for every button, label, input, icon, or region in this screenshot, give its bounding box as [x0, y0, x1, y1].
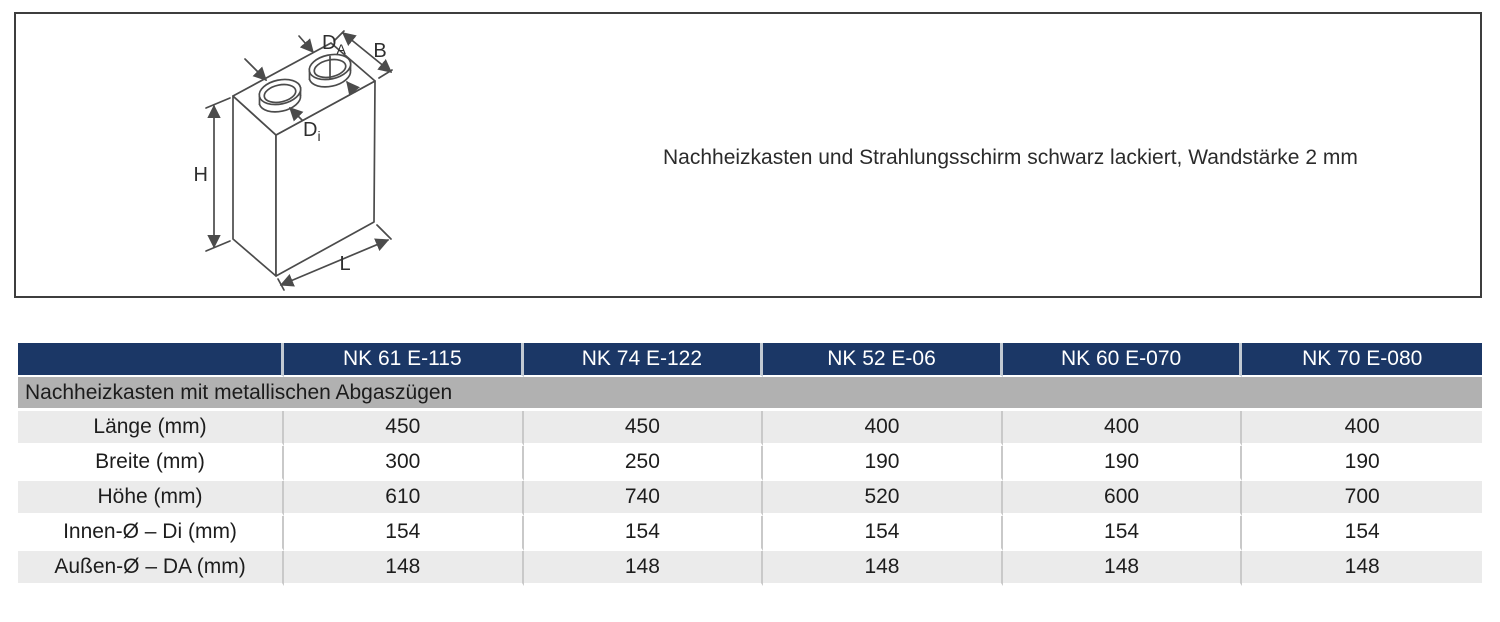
- row-label: Außen-Ø – DA (mm): [18, 551, 284, 586]
- column-header: NK 70 E-080: [1242, 343, 1482, 377]
- row-label: Innen-Ø – Di (mm): [18, 516, 284, 551]
- spec-table: NK 61 E-115 NK 74 E-122 NK 52 E-06 NK 60…: [18, 343, 1482, 586]
- row-label: Höhe (mm): [18, 481, 284, 516]
- cell-value: 154: [523, 516, 764, 551]
- diagram-panel: DA B Di H L Nachheizkasten und Strahlung…: [14, 12, 1482, 298]
- cell-value: 190: [1002, 446, 1243, 481]
- table-row: Länge (mm) 450 450 400 400 400: [18, 411, 1482, 446]
- cell-value: 400: [1002, 411, 1243, 446]
- cell-value: 600: [1002, 481, 1243, 516]
- cell-value: 190: [1242, 446, 1482, 481]
- cell-value: 700: [1242, 481, 1482, 516]
- width-label: B: [373, 40, 386, 62]
- cell-value: 148: [1242, 551, 1482, 586]
- cell-value: 400: [1242, 411, 1482, 446]
- row-label: Breite (mm): [18, 446, 284, 481]
- table-row: Innen-Ø – Di (mm) 154 154 154 154 154: [18, 516, 1482, 551]
- cell-value: 148: [1002, 551, 1243, 586]
- cell-value: 300: [284, 446, 524, 481]
- cell-value: 740: [523, 481, 764, 516]
- column-header: NK 61 E-115: [284, 343, 524, 377]
- cell-value: 148: [763, 551, 1003, 586]
- cell-value: 520: [763, 481, 1003, 516]
- table-row: Breite (mm) 300 250 190 190 190: [18, 446, 1482, 481]
- right-pipe-collar: [308, 53, 352, 88]
- cell-value: 450: [284, 411, 524, 446]
- table-header-row: NK 61 E-115 NK 74 E-122 NK 52 E-06 NK 60…: [18, 343, 1482, 377]
- table-section-row: Nachheizkasten mit metallischen Abgaszüg…: [18, 377, 1482, 411]
- cell-value: 400: [763, 411, 1003, 446]
- cell-value: 154: [763, 516, 1003, 551]
- cell-value: 154: [1242, 516, 1482, 551]
- technical-drawing: DA B Di H L: [194, 30, 393, 291]
- column-header: NK 60 E-070: [1002, 343, 1243, 377]
- column-header: NK 52 E-06: [763, 343, 1003, 377]
- cell-value: 190: [763, 446, 1003, 481]
- length-label: L: [339, 253, 350, 275]
- height-dimension: [205, 97, 231, 252]
- length-dimension: [277, 224, 392, 291]
- isometric-box: [232, 42, 376, 277]
- outer-diameter-label: DA: [322, 32, 346, 57]
- left-pipe-collar: [258, 78, 302, 113]
- cell-value: 450: [523, 411, 764, 446]
- height-label: H: [194, 164, 208, 186]
- table-corner-cell: [18, 343, 284, 377]
- cell-value: 148: [523, 551, 764, 586]
- table-row: Außen-Ø – DA (mm) 148 148 148 148 148: [18, 551, 1482, 586]
- table-row: Höhe (mm) 610 740 520 600 700: [18, 481, 1482, 516]
- row-label: Länge (mm): [18, 411, 284, 446]
- inner-diameter-label: Di: [303, 119, 321, 144]
- column-header: NK 74 E-122: [523, 343, 764, 377]
- cell-value: 610: [284, 481, 524, 516]
- width-dimension: [333, 30, 393, 79]
- cell-value: 148: [284, 551, 524, 586]
- cell-value: 154: [1002, 516, 1243, 551]
- section-header: Nachheizkasten mit metallischen Abgaszüg…: [18, 377, 1482, 411]
- outer-diameter-leaders: [298, 35, 360, 96]
- cell-value: 250: [523, 446, 764, 481]
- inner-diameter-leaders: [244, 58, 304, 122]
- material-note: Nachheizkasten und Strahlungsschirm schw…: [663, 146, 1358, 169]
- cell-value: 154: [284, 516, 524, 551]
